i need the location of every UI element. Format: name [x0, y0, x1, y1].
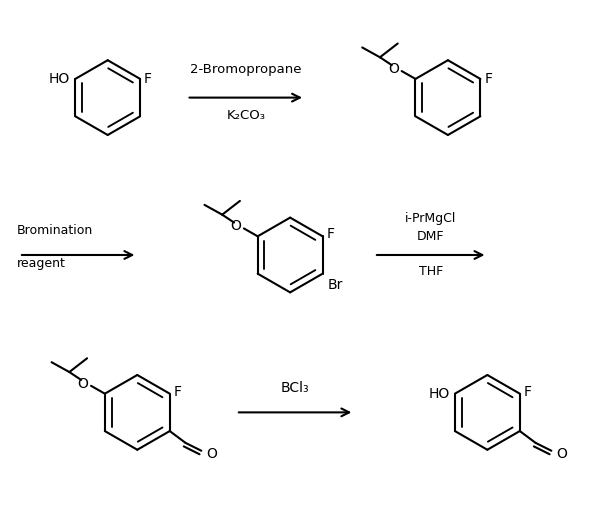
- Text: HO: HO: [49, 72, 70, 86]
- Text: F: F: [524, 385, 532, 399]
- Text: K₂CO₃: K₂CO₃: [226, 109, 265, 123]
- Text: F: F: [484, 72, 493, 86]
- Text: i-PrMgCl: i-PrMgCl: [405, 212, 457, 225]
- Text: O: O: [77, 377, 88, 391]
- Text: F: F: [144, 72, 152, 86]
- Text: THF: THF: [419, 265, 443, 278]
- Text: 2-Bromopropane: 2-Bromopropane: [190, 63, 302, 76]
- Text: O: O: [556, 447, 567, 461]
- Text: reagent: reagent: [17, 257, 66, 270]
- Text: BCl₃: BCl₃: [281, 381, 310, 394]
- Text: HO: HO: [429, 387, 450, 401]
- Text: Br: Br: [328, 277, 343, 292]
- Text: DMF: DMF: [417, 230, 445, 243]
- Text: O: O: [206, 447, 217, 461]
- Text: F: F: [173, 385, 182, 399]
- Text: O: O: [388, 62, 399, 76]
- Text: O: O: [230, 219, 241, 234]
- Text: F: F: [326, 228, 335, 241]
- Text: Bromination: Bromination: [17, 224, 93, 237]
